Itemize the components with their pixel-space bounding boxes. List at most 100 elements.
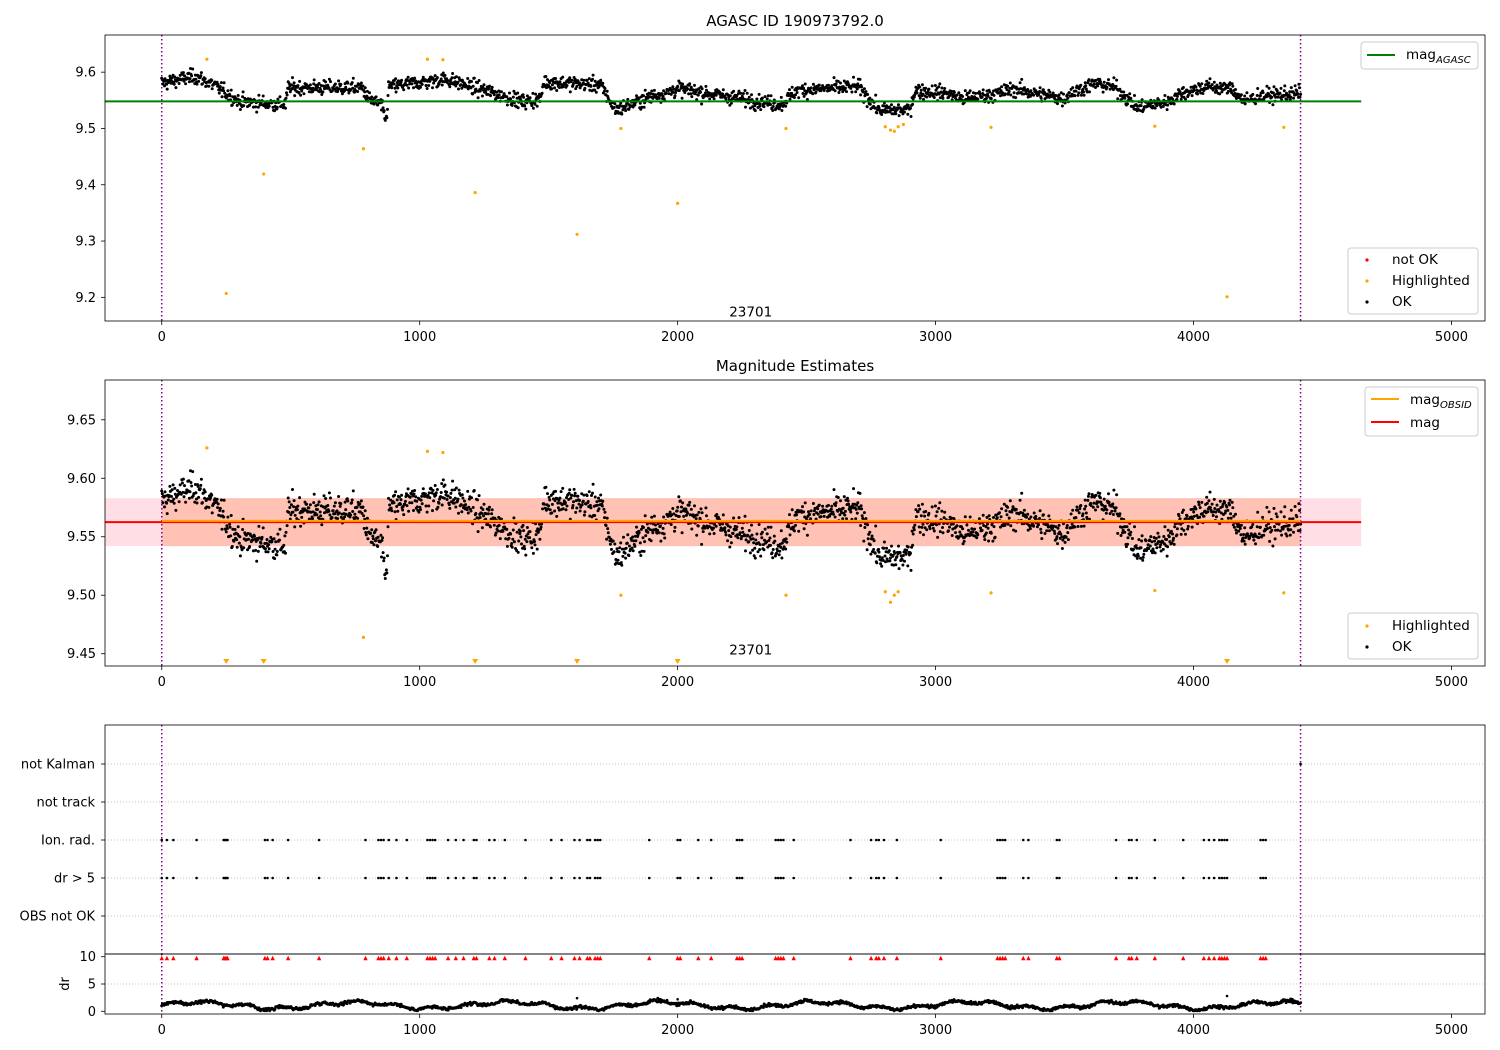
estimates-ok-point bbox=[172, 497, 176, 501]
agasc-ok-point bbox=[1038, 86, 1042, 90]
estimates-ok-point bbox=[599, 493, 603, 497]
estimates-ok-point bbox=[1295, 515, 1299, 519]
estimates-legend-label-mag-obsid: mag bbox=[1410, 392, 1440, 408]
estimates-ok-point bbox=[637, 531, 641, 534]
estimates-ok-point bbox=[1205, 495, 1209, 499]
agasc-ok-point bbox=[690, 95, 694, 99]
estimates-ok-point bbox=[697, 510, 701, 514]
agasc-line-legend-box bbox=[1360, 41, 1479, 70]
estimates-ok-point bbox=[1185, 514, 1189, 518]
agasc-ok-point bbox=[660, 92, 664, 96]
agasc-ok-point bbox=[709, 92, 713, 96]
estimates-ok-point bbox=[1063, 540, 1067, 544]
estimates-ok-point bbox=[756, 550, 760, 554]
estimates-clipped-marker bbox=[472, 659, 479, 664]
estimates-ok-point bbox=[291, 510, 295, 514]
agasc-ok-point bbox=[1184, 97, 1187, 101]
agasc-highlighted-point bbox=[1225, 295, 1229, 299]
estimates-ok-point bbox=[687, 503, 691, 507]
agasc-ok-point bbox=[231, 95, 235, 99]
estimates-ok-point bbox=[419, 498, 423, 502]
agasc-ok-point bbox=[363, 90, 367, 94]
estimates-ok-point bbox=[1282, 515, 1286, 519]
agasc-ok-point bbox=[188, 77, 192, 81]
agasc-ok-point bbox=[1165, 108, 1169, 112]
agasc-ok-point bbox=[1122, 90, 1126, 94]
estimates-ok-point bbox=[394, 490, 398, 494]
estimates-ok-point bbox=[296, 504, 300, 508]
flag-ion-rad-point bbox=[774, 838, 777, 842]
agasc-ok-point bbox=[1118, 87, 1122, 91]
agasc-ok-point bbox=[1274, 95, 1278, 99]
estimates-ok-point bbox=[1234, 528, 1238, 532]
estimates-ok-point bbox=[1053, 532, 1057, 535]
agasc-ok-point bbox=[518, 96, 522, 100]
estimates-ok-point bbox=[894, 563, 898, 567]
estimates-ok-point bbox=[482, 514, 485, 518]
estimates-ok-point bbox=[615, 547, 619, 551]
agasc-ok-point bbox=[248, 103, 252, 107]
agasc-ok-point bbox=[410, 82, 414, 86]
agasc-ok-point bbox=[419, 85, 422, 89]
agasc-ok-point bbox=[854, 90, 858, 94]
agasc-ok-point bbox=[712, 97, 716, 101]
estimates-plot-area bbox=[105, 380, 1362, 666]
estimates-ok-point bbox=[642, 526, 645, 529]
estimates-ok-point bbox=[1161, 547, 1165, 551]
agasc-ok-point bbox=[385, 116, 389, 120]
agasc-highlighted-point bbox=[896, 125, 900, 129]
estimates-ok-point bbox=[559, 490, 563, 494]
agasc-ok-point bbox=[676, 84, 680, 88]
agasc-ok-point bbox=[481, 85, 485, 89]
agasc-ok-point bbox=[383, 118, 387, 122]
estimates-panel-title: Magnitude Estimates bbox=[716, 357, 874, 375]
estimates-ok-point bbox=[1192, 510, 1196, 514]
estimates-legend-subscript-obsid: OBSID bbox=[1440, 400, 1472, 411]
estimates-ok-point bbox=[879, 562, 883, 566]
estimates-ok-point bbox=[450, 488, 454, 492]
estimates-ok-point bbox=[726, 539, 730, 543]
agasc-ok-point bbox=[748, 106, 752, 110]
agasc-ok-point bbox=[1231, 84, 1235, 88]
agasc-ok-point bbox=[855, 87, 859, 91]
estimates-ok-point bbox=[1026, 528, 1030, 532]
agasc-ok-point bbox=[859, 93, 863, 97]
estimates-ok-point bbox=[841, 506, 845, 510]
estimates-ok-point bbox=[888, 556, 892, 560]
estimates-ok-point bbox=[1039, 527, 1043, 531]
agasc-ok-point bbox=[443, 73, 447, 77]
estimates-ok-point bbox=[772, 534, 776, 538]
flag-ion-rad-point bbox=[869, 838, 873, 842]
flag-ion-rad-point bbox=[364, 838, 367, 842]
agasc-ok-point bbox=[638, 101, 642, 105]
agasc-ok-point bbox=[743, 89, 747, 92]
estimates-ok-point bbox=[1052, 529, 1056, 533]
agasc-ok-point bbox=[275, 105, 279, 109]
agasc-ok-point bbox=[525, 94, 529, 98]
agasc-legend-marker-highlighted bbox=[1365, 279, 1369, 283]
estimates-ok-point bbox=[633, 534, 637, 538]
estimates-ok-point bbox=[606, 527, 610, 531]
estimates-ok-point bbox=[1273, 525, 1276, 529]
estimates-ok-point bbox=[695, 513, 699, 517]
agasc-ok-point bbox=[297, 91, 301, 95]
estimates-ok-point bbox=[669, 523, 673, 526]
agasc-highlighted-point bbox=[262, 172, 266, 176]
estimates-ok-point bbox=[918, 530, 922, 534]
estimates-ok-point bbox=[898, 551, 902, 555]
agasc-ok-point bbox=[1006, 84, 1010, 88]
estimates-ok-point bbox=[1098, 491, 1102, 495]
estimates-ok-point bbox=[389, 498, 393, 502]
estimates-ok-point bbox=[784, 537, 788, 541]
agasc-ok-point bbox=[284, 106, 287, 110]
agasc-ok-point bbox=[843, 86, 847, 90]
agasc-ok-point bbox=[795, 91, 799, 94]
flag-dr-gt-5-point bbox=[1220, 876, 1224, 880]
estimates-ok-point bbox=[221, 509, 225, 513]
agasc-ok-point bbox=[802, 94, 806, 98]
estimates-ok-point bbox=[428, 496, 432, 500]
agasc-plot-area bbox=[105, 35, 1362, 321]
estimates-ok-point bbox=[418, 505, 422, 509]
estimates-ok-point bbox=[1021, 511, 1025, 515]
agasc-ok-point bbox=[1065, 93, 1069, 97]
